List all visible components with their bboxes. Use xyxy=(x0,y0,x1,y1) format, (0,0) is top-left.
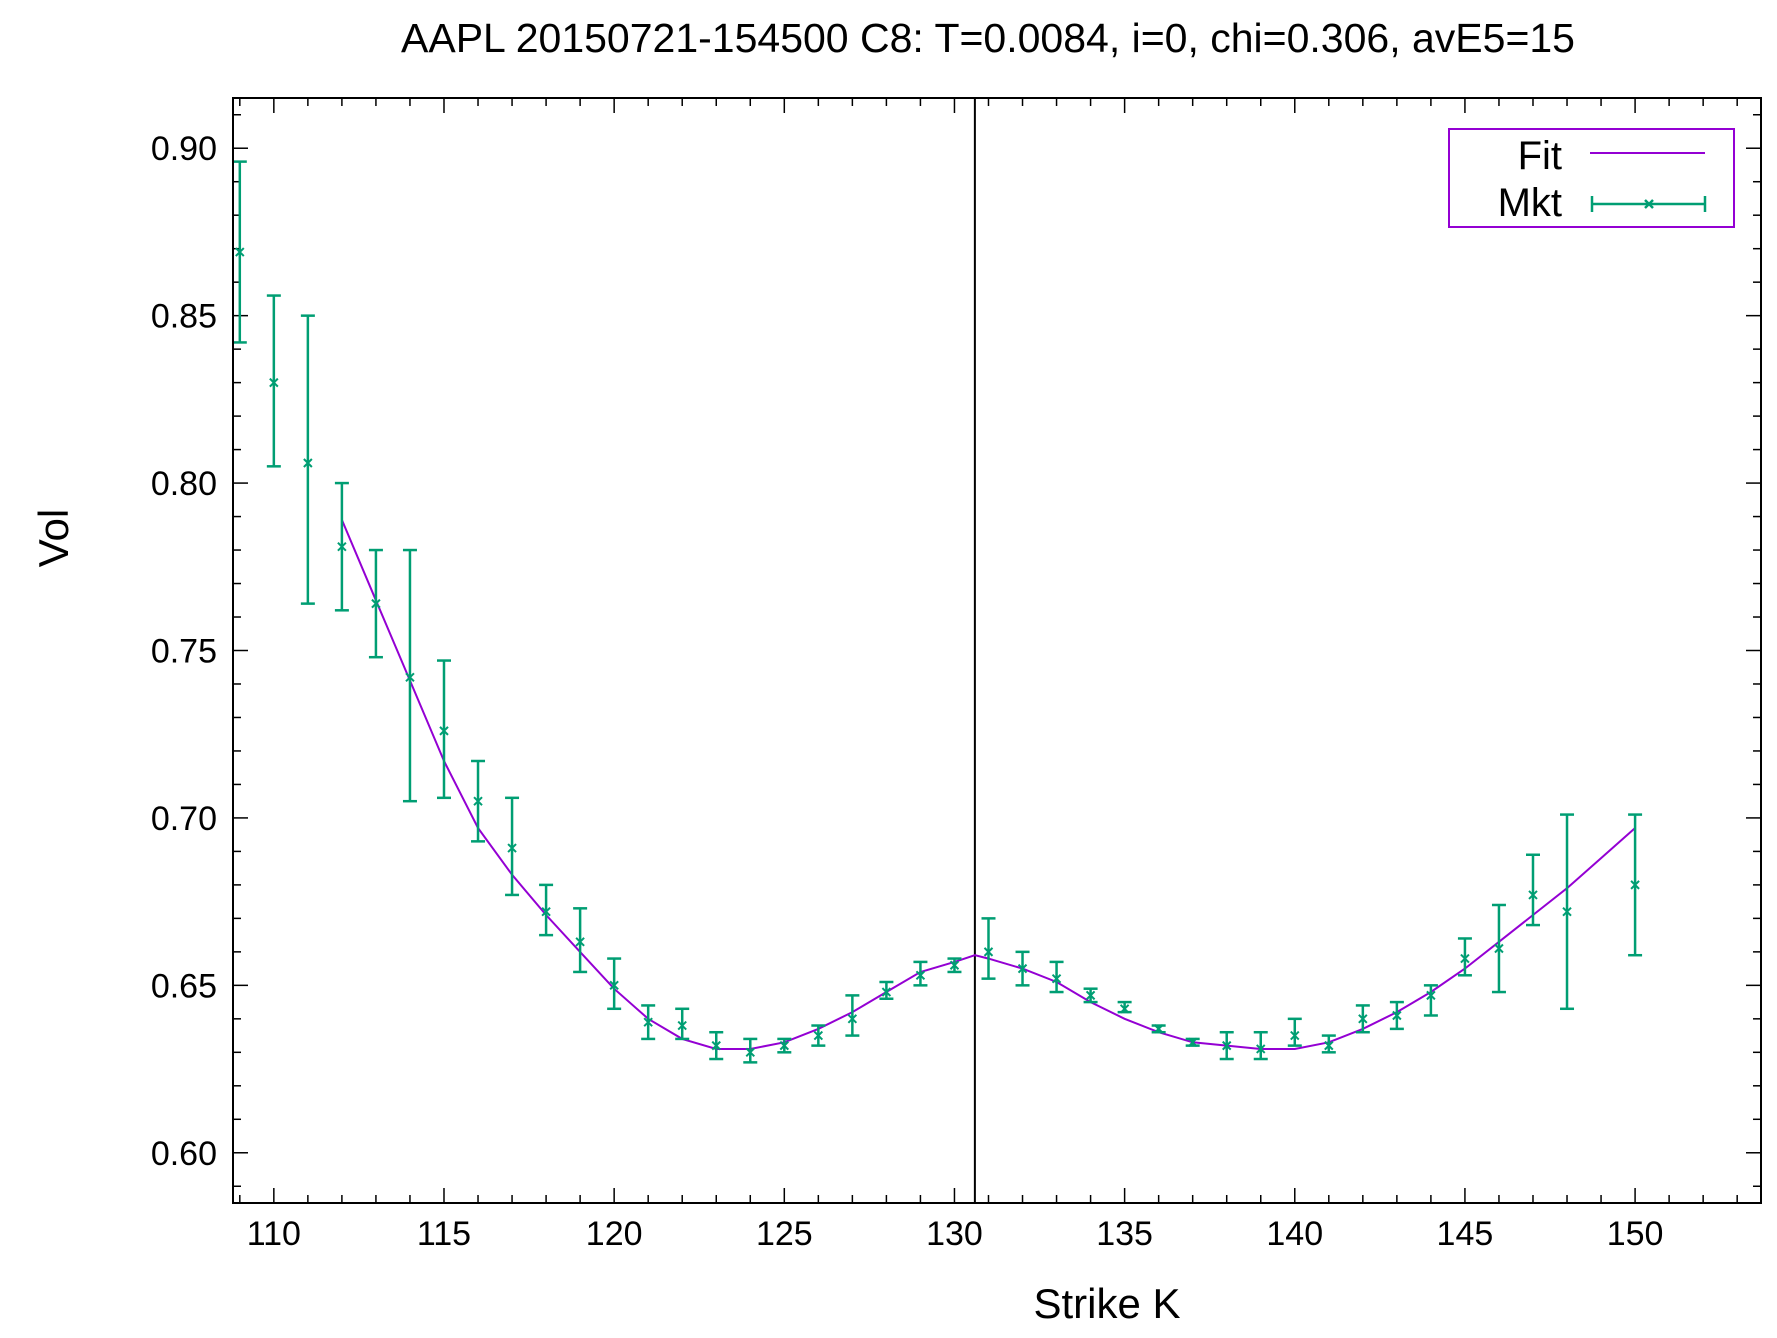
mkt-point xyxy=(269,377,279,388)
legend-label-fit: Fit xyxy=(1518,134,1562,178)
legend-label-mkt: Mkt xyxy=(1498,181,1562,225)
mkt-point xyxy=(1358,1014,1368,1024)
mkt-point xyxy=(1324,1040,1334,1051)
mkt-point xyxy=(1119,1004,1130,1014)
y-tick-label: 0.70 xyxy=(151,800,217,838)
legend-swatch-mkt xyxy=(1590,196,1707,212)
mkt-point xyxy=(439,726,449,736)
mkt-point xyxy=(541,906,551,917)
mkt-point xyxy=(983,947,994,957)
y-tick-label: 0.60 xyxy=(151,1135,217,1173)
mkt-point xyxy=(643,1017,653,1027)
mkt-point xyxy=(1256,1044,1266,1054)
legend: Fit Mkt xyxy=(1448,128,1735,228)
x-tick-label: 145 xyxy=(1437,1215,1494,1253)
y-tick-label: 0.85 xyxy=(151,298,217,336)
mkt-point xyxy=(915,970,926,981)
mkt-point xyxy=(881,987,892,997)
x-tick-label: 110 xyxy=(247,1215,301,1253)
mkt-point xyxy=(337,541,347,552)
x-tick-label: 120 xyxy=(586,1215,643,1253)
y-tick-label: 0.90 xyxy=(151,130,217,168)
mkt-point xyxy=(677,1020,687,1031)
mkt-point xyxy=(847,1014,858,1024)
mkt-point xyxy=(1290,1030,1300,1041)
fit-line xyxy=(340,519,1636,1050)
mkt-point xyxy=(473,796,483,806)
mkt-point xyxy=(949,960,960,970)
mkt-point xyxy=(371,598,381,609)
mkt-point xyxy=(1153,1024,1164,1034)
x-tick-label: 140 xyxy=(1266,1215,1323,1253)
x-tick-label: 130 xyxy=(926,1215,983,1253)
mkt-point xyxy=(1051,973,1062,984)
mkt-point xyxy=(575,937,585,947)
mkt-point xyxy=(745,1047,755,1058)
mkt-point xyxy=(1528,890,1538,900)
mkt-point xyxy=(1187,1037,1198,1047)
mkt-point xyxy=(711,1040,721,1051)
mkt-point xyxy=(1085,990,1096,1001)
x-tick-label: 135 xyxy=(1096,1215,1153,1253)
y-axis-label: Vol xyxy=(30,509,77,567)
legend-box xyxy=(1448,128,1735,228)
mkt-point xyxy=(1426,990,1436,1001)
mkt-point xyxy=(1494,943,1504,954)
mkt-point xyxy=(507,843,517,853)
mkt-point xyxy=(609,980,619,991)
mkt-point xyxy=(1392,1010,1402,1021)
x-tick-label: 115 xyxy=(417,1215,471,1253)
mkt-point xyxy=(1630,880,1640,890)
plot-frame xyxy=(232,97,1762,1204)
y-tick-label: 0.65 xyxy=(151,967,217,1005)
y-tick-label: 0.75 xyxy=(151,633,217,671)
plot-layer: 110 115 120 125 130 135 140 145 150 0.60 0.65 0.70 0… xyxy=(151,98,1761,1253)
x-tick-label: 125 xyxy=(756,1215,813,1253)
mkt-point xyxy=(813,1030,824,1041)
mkt-point xyxy=(779,1040,790,1051)
mkt-point xyxy=(303,458,313,468)
mkt-point xyxy=(235,247,245,257)
mkt-point xyxy=(1017,963,1028,974)
x-axis-label: Strike K xyxy=(1033,1280,1180,1327)
mkt-point xyxy=(405,672,415,682)
mkt-point xyxy=(1222,1040,1232,1051)
x-tick-label: 150 xyxy=(1607,1215,1664,1253)
y-tick-label: 0.80 xyxy=(151,465,217,503)
chart-title: AAPL 20150721-154500 C8: T=0.0084, i=0, … xyxy=(401,15,1575,61)
mkt-point xyxy=(1460,953,1470,964)
mkt-point xyxy=(1562,906,1572,917)
